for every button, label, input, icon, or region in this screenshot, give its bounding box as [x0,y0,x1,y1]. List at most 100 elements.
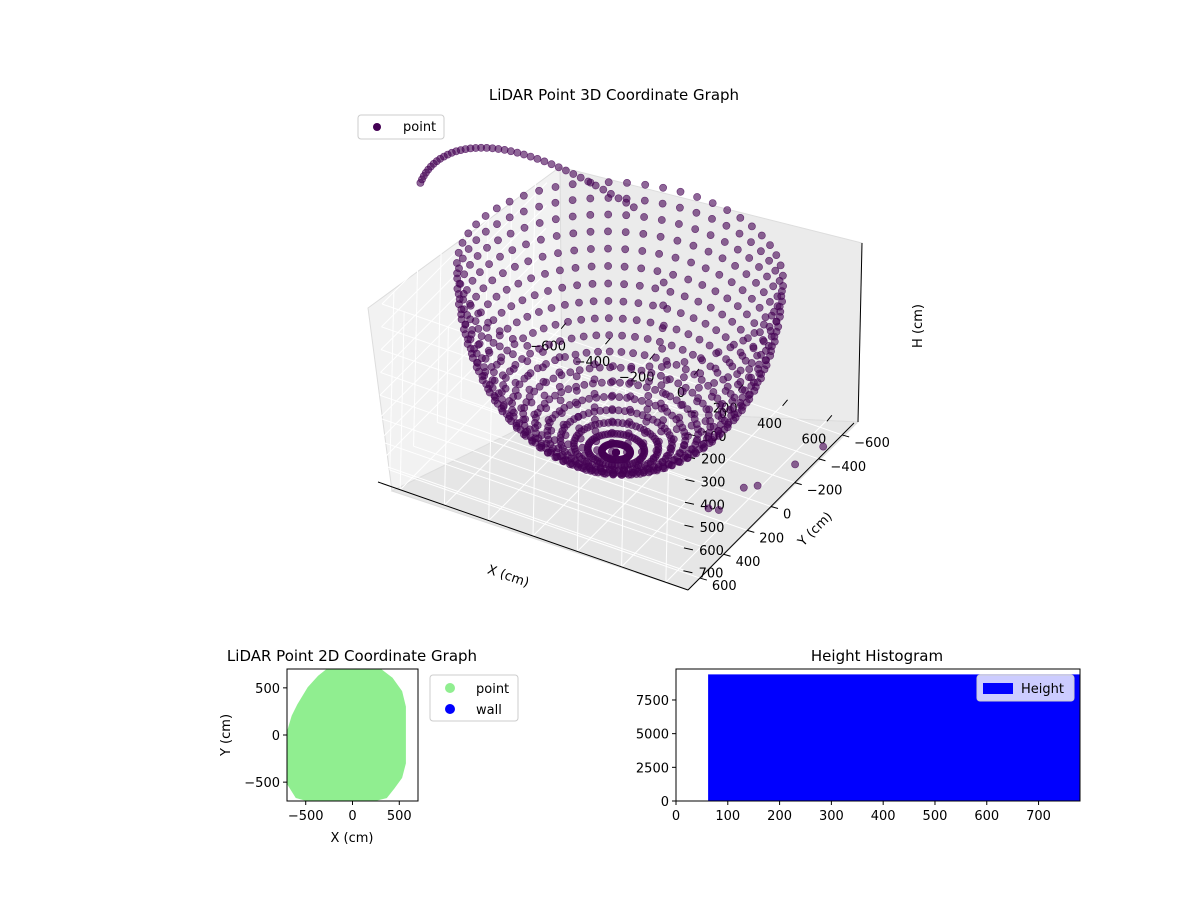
lidar-point-3d [589,297,598,306]
lidar-point-3d [720,416,729,425]
lidar-point-3d [574,412,582,421]
lidar-point-3d [466,315,475,324]
lidar-point-3d [586,210,595,219]
lidar-point-3d [617,348,626,356]
lidar-point-3d [472,292,480,301]
lidar-point-3d [725,358,734,367]
lidar-point-3d [688,388,697,397]
lidar-point-3d [695,335,704,344]
lidar-point-3d [662,390,670,399]
lidar-point-3d [467,330,476,339]
lidar-point-3d [623,439,632,448]
legend-2d-marker-wall [445,704,455,714]
lidar-point-3d [573,400,582,409]
legend-hist-swatch [983,683,1013,694]
lidar-point-3d [654,463,663,471]
lidar-point-3d [561,300,569,309]
lidar-point-3d [726,405,734,414]
lidar-point-3d [604,244,612,253]
lidar-point-3d [608,405,617,413]
lidar-point-3d [527,274,535,283]
lidar-point-3d [488,276,497,285]
legend-3d-marker [373,123,381,131]
lidar-point-3d [505,213,514,222]
y-tick-label-3d: 200 [759,531,784,546]
lidar-point-3d [530,410,539,419]
lidar-point-3d [593,446,601,454]
lidar-point-3d [527,398,536,407]
lidar-point-3d [621,228,630,236]
lidar-point-3d [669,435,678,444]
lidar-point-3d [769,282,778,291]
grid-line [378,463,689,573]
lidar-point-3d [526,152,535,161]
lidar-point-3d [692,208,701,217]
lidar-point-3d [551,320,560,329]
lidar-point-3d [582,348,591,357]
lidar-point-3d [640,213,648,221]
lidar-point-3d [542,404,551,413]
lidar-point-3d [570,454,579,463]
lidar-point-3d [455,279,464,288]
lidar-point-3d [485,381,494,389]
lidar-point-3d [657,399,665,408]
lidar-point-3d [638,447,646,456]
lidar-point-3d [554,163,563,172]
lidar-point-3d [538,252,547,261]
lidar-point-3d [586,194,595,203]
lidar-point-3d [539,324,548,333]
lidar-point-3d [590,375,599,384]
x-tick-label-3d: 400 [757,417,782,432]
lidar-point-3d [470,344,478,353]
lidar-point-3d [594,453,602,462]
histogram-title: Height Histogram [811,647,943,665]
lidar-point-3d [759,288,768,297]
lidar-point-3d [666,287,675,296]
lidar-point-3d [600,393,608,401]
lidar-point-3d [556,337,564,346]
lidar-point-3d [657,371,665,380]
lidar-point-3d [656,337,664,346]
grid-line [379,417,690,527]
lidar-point-3d [454,248,463,257]
lidar-point-3d [539,363,547,372]
lidar-point-3d [590,389,599,398]
legend-2d: point wall [429,674,519,722]
lidar-point-3d [764,341,773,350]
lidar-point-3d [506,147,515,156]
lidar-point-3d [739,483,748,492]
z-tick-3d [685,478,695,482]
y-tick-label-hist: 2500 [636,761,669,776]
lidar-point-3d [755,303,764,312]
lidar-point-3d [508,334,517,343]
lidar-point-3d [687,445,695,454]
lidar-point-3d [678,345,687,354]
y-tick-label-3d: −400 [830,460,866,475]
lidar-point-3d [474,324,483,333]
lidar-point-3d [736,325,745,334]
lidar-point-3d [696,369,705,378]
lidar-point-3d [591,427,600,435]
lidar-point-3d [791,460,799,469]
lidar-point-3d [591,181,600,190]
lidar-point-3d [494,389,503,398]
lidar-point-3d [705,405,713,414]
lidar-point-3d [622,455,630,464]
lidar-point-3d [564,317,572,326]
lidar-point-3d [529,329,537,337]
lidar-point-3d [554,444,563,453]
lidar-point-3d [509,364,518,373]
lidar-point-3d [709,422,718,431]
lidar-point-3d [714,426,723,435]
lidar-point-3d [677,401,686,409]
lidar-point-3d [626,405,634,414]
z-axis-line [857,242,863,423]
lidar-point-3d [771,266,780,275]
lidar-point-3d [468,276,477,285]
lidar-point-3d [653,267,662,275]
lidar-point-3d [473,252,482,260]
lidar-point-3d [511,262,519,271]
lidar-point-3d [657,363,666,371]
lidar-point-3d [723,206,732,214]
x-tick-label-hist: 400 [871,809,896,824]
